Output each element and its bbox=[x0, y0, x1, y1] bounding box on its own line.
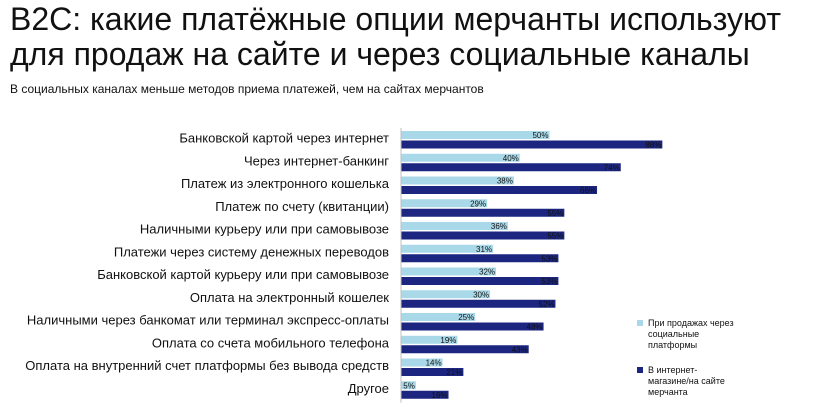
value-label-social: 40% bbox=[503, 154, 519, 163]
legend-label-social-3: платформы bbox=[648, 340, 698, 350]
bar-site bbox=[401, 231, 565, 240]
category-label: Через интернет-банкинг bbox=[244, 153, 389, 168]
title-line-1: B2C: какие платёжные опции мерчанты испо… bbox=[10, 1, 781, 37]
value-label-social: 29% bbox=[470, 199, 486, 208]
category-label: Оплата на внутренний счет платформы без … bbox=[25, 358, 389, 373]
value-label-site: 55% bbox=[547, 232, 563, 241]
value-label-site: 55% bbox=[547, 209, 563, 218]
bar-site bbox=[401, 186, 598, 194]
category-label: Наличными курьеру или при самовывозе bbox=[140, 222, 389, 237]
legend-label-social-1: При продажах через bbox=[648, 318, 734, 328]
bar-site bbox=[401, 208, 565, 217]
page-title: B2C: какие платёжные опции мерчанты испо… bbox=[10, 2, 810, 72]
bar-social bbox=[401, 313, 476, 321]
legend-label-site-2: магазине/на сайте bbox=[648, 376, 725, 386]
bar-social bbox=[401, 358, 443, 367]
value-label-social: 36% bbox=[491, 222, 507, 231]
legend-item-site: В интернет- магазине/на сайте мерчанта bbox=[637, 365, 787, 398]
bar-site bbox=[401, 299, 556, 308]
value-label-site: 53% bbox=[541, 254, 557, 263]
chart-legend: При продажах через социальные платформы … bbox=[637, 318, 787, 412]
category-label: Банковской картой курьеру или при самовы… bbox=[97, 267, 389, 282]
bar-social bbox=[401, 131, 550, 139]
value-label-site: 88% bbox=[645, 141, 661, 150]
bar-social bbox=[401, 290, 491, 299]
bar-site bbox=[401, 368, 464, 376]
category-label: Другое bbox=[348, 381, 389, 396]
bar-social bbox=[401, 199, 488, 208]
bar-site bbox=[401, 390, 449, 399]
bar-site bbox=[401, 140, 663, 149]
category-label: Платежи через систему денежных переводов bbox=[114, 244, 389, 259]
legend-swatch-site bbox=[637, 367, 643, 373]
category-label: Банковской картой через интернет bbox=[179, 131, 389, 146]
value-label-site: 43% bbox=[512, 345, 528, 354]
value-label-site: 74% bbox=[604, 163, 620, 172]
legend-swatch-social bbox=[637, 320, 643, 326]
value-label-site: 66% bbox=[580, 186, 596, 195]
value-label-site: 53% bbox=[541, 277, 557, 286]
value-label-social: 5% bbox=[403, 381, 415, 390]
bar-site bbox=[401, 345, 529, 354]
bar-social bbox=[401, 267, 497, 276]
value-label-site: 48% bbox=[527, 323, 543, 332]
category-label: Платеж по счету (квитанции) bbox=[215, 199, 389, 214]
value-label-social: 19% bbox=[440, 336, 456, 345]
bar-site bbox=[401, 322, 544, 331]
legend-label-site-1: В интернет- bbox=[648, 365, 698, 375]
value-label-social: 25% bbox=[458, 313, 474, 322]
legend-label-site-3: мерчанта bbox=[648, 387, 688, 397]
value-label-social: 31% bbox=[476, 245, 492, 254]
bar-site bbox=[401, 277, 559, 285]
value-label-site: 52% bbox=[538, 300, 554, 309]
value-label-site: 21% bbox=[446, 368, 462, 377]
value-label-site: 16% bbox=[432, 391, 448, 400]
bar-social bbox=[401, 153, 520, 162]
category-label: Оплата со счета мобильного телефона bbox=[152, 335, 390, 350]
legend-label-social-2: социальные bbox=[648, 329, 700, 339]
value-label-social: 38% bbox=[497, 177, 513, 186]
category-label: Платеж из электронного кошелька bbox=[181, 176, 390, 191]
value-label-social: 14% bbox=[426, 359, 442, 368]
bar-site bbox=[401, 254, 559, 263]
bar-social bbox=[401, 176, 514, 185]
legend-item-social: При продажах через социальные платформы bbox=[637, 318, 787, 351]
value-label-social: 30% bbox=[473, 290, 489, 299]
bar-social bbox=[401, 381, 416, 390]
value-label-social: 32% bbox=[479, 268, 495, 277]
value-label-social: 50% bbox=[532, 131, 548, 140]
category-label: Оплата на электронный кошелек bbox=[190, 290, 389, 305]
bar-social bbox=[401, 335, 458, 344]
category-label: Наличными через банкомат или терминал эк… bbox=[27, 313, 389, 328]
title-line-2: для продаж на сайте и через социальные к… bbox=[10, 36, 750, 72]
chart-subtitle: В социальных каналах меньше методов прие… bbox=[10, 82, 484, 96]
bar-social bbox=[401, 222, 508, 230]
bar-site bbox=[401, 163, 621, 172]
bar-social bbox=[401, 244, 494, 253]
